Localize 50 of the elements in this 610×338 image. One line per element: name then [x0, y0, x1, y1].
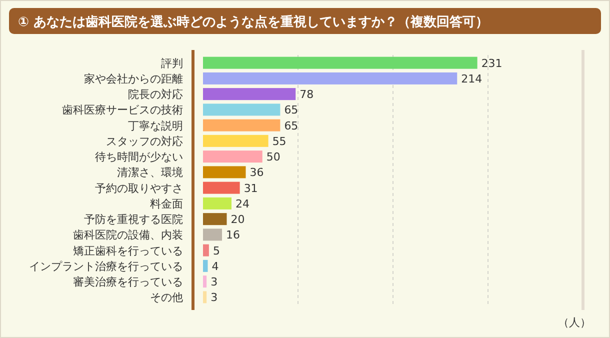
y-tick-label: 予約の取りやすさ — [95, 182, 183, 195]
bar — [203, 228, 222, 241]
bar — [203, 150, 262, 163]
y-tick-label: 待ち時間が少ない — [95, 150, 183, 164]
y-tick-label: インプラント治療を行っている — [29, 260, 183, 273]
y-tick-label: その他 — [150, 291, 183, 304]
data-label: 214 — [461, 72, 482, 86]
data-label: 231 — [481, 56, 502, 70]
data-label: 24 — [236, 197, 250, 210]
y-tick-label: 評判 — [161, 56, 183, 70]
bar — [203, 88, 296, 100]
data-label: 65 — [284, 104, 298, 117]
bar — [203, 197, 232, 210]
y-tick-label: 丁寧な説明 — [128, 119, 183, 132]
data-label: 4 — [212, 260, 219, 273]
bar — [203, 291, 207, 304]
data-label: 16 — [226, 228, 240, 242]
y-tick-label: 歯科医院の設備、内装 — [73, 228, 183, 242]
chart-title: ① あなたは歯科医院を選ぶ時どのような点を重視していますか？（複数回答可） — [18, 14, 489, 30]
y-tick-label: 清潔さ、環境 — [117, 166, 183, 180]
y-tick-label: 料金面 — [150, 197, 183, 210]
data-label: 3 — [210, 276, 218, 289]
bar — [203, 213, 227, 226]
bar — [203, 104, 280, 116]
y-tick-label: 歯科医療サービスの技術 — [62, 104, 183, 117]
data-label: 31 — [244, 182, 258, 195]
data-label: 55 — [272, 134, 286, 148]
bar — [203, 72, 458, 84]
y-tick-label: 院長の対応 — [128, 88, 183, 102]
bar — [203, 166, 246, 178]
bar — [203, 56, 478, 69]
y-tick-label: 矯正歯科を行っている — [73, 244, 183, 258]
bar — [203, 182, 240, 194]
y-tick-label: スタッフの対応 — [106, 134, 183, 148]
x-axis-title: （人） — [558, 316, 591, 329]
y-tick-label: 家や会社からの距離 — [84, 72, 183, 86]
bar — [203, 119, 280, 132]
y-tick-label: 審美治療を行っている — [73, 276, 183, 289]
bar — [203, 260, 208, 272]
data-label: 20 — [230, 213, 245, 226]
bar — [203, 134, 268, 147]
data-label: 78 — [300, 88, 314, 102]
data-label: 65 — [284, 119, 298, 132]
y-tick-label: 予防を重視する医院 — [84, 213, 183, 226]
bar — [203, 244, 209, 256]
bar — [203, 276, 207, 288]
data-label: 5 — [212, 244, 220, 258]
data-label: 36 — [250, 166, 264, 180]
data-label: 50 — [266, 150, 280, 164]
data-label: 3 — [210, 291, 218, 304]
